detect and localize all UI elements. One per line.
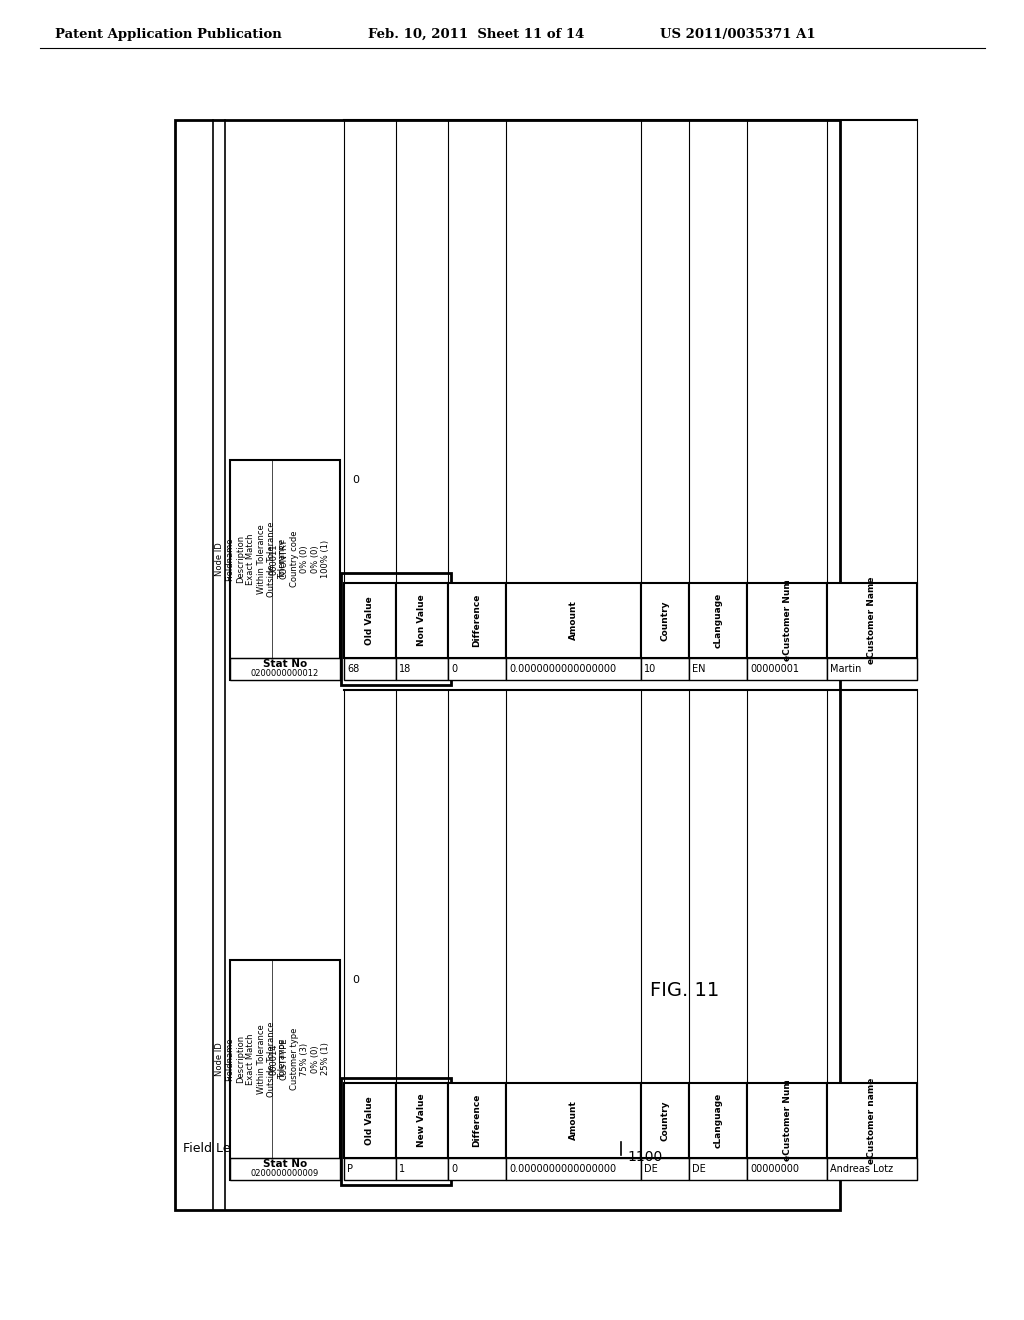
Bar bbox=[396, 1158, 449, 1180]
Text: Country: Country bbox=[660, 1101, 670, 1140]
Bar bbox=[641, 657, 689, 680]
Text: US 2011/0035371 A1: US 2011/0035371 A1 bbox=[660, 28, 816, 41]
Bar bbox=[506, 1082, 641, 1158]
Text: eCustomer Num: eCustomer Num bbox=[782, 579, 792, 661]
Text: eCustomer Name: eCustomer Name bbox=[867, 577, 877, 664]
Bar bbox=[827, 583, 918, 657]
Bar bbox=[449, 583, 506, 657]
Text: 000011
COUNTRY
Country code
0% (0)
0% (0)
100% (1): 000011 COUNTRY Country code 0% (0) 0% (0… bbox=[269, 531, 341, 587]
Bar bbox=[230, 657, 340, 680]
Text: Stat No: Stat No bbox=[263, 1159, 307, 1170]
Bar bbox=[341, 573, 451, 685]
Text: FIG. 11: FIG. 11 bbox=[650, 981, 720, 999]
Text: Node ID
Fieldname
Description
Exact Match
Within Tolerance
Outside Tolerance
Tol: Node ID Fieldname Description Exact Matc… bbox=[215, 521, 287, 597]
Text: P: P bbox=[347, 1164, 353, 1173]
Bar bbox=[827, 657, 918, 680]
Text: 0.0000000000000000: 0.0000000000000000 bbox=[509, 664, 616, 675]
Text: 68: 68 bbox=[347, 664, 359, 675]
Text: eCustomer Num: eCustomer Num bbox=[782, 1080, 792, 1162]
Bar bbox=[689, 583, 746, 657]
Text: DE: DE bbox=[692, 1164, 706, 1173]
Text: 00000000: 00000000 bbox=[750, 1164, 799, 1173]
Text: EN: EN bbox=[692, 664, 706, 675]
Text: DE: DE bbox=[644, 1164, 657, 1173]
Text: Amount: Amount bbox=[569, 1101, 578, 1140]
Text: Old Value: Old Value bbox=[366, 1096, 375, 1144]
Bar bbox=[230, 459, 340, 680]
Bar bbox=[641, 1158, 689, 1180]
Text: New Value: New Value bbox=[418, 1094, 427, 1147]
Text: Field Level Outside Tolerance: Field Level Outside Tolerance bbox=[183, 1142, 366, 1155]
Bar bbox=[689, 657, 746, 680]
Text: 0: 0 bbox=[451, 1164, 457, 1173]
Text: 0200000000012: 0200000000012 bbox=[251, 669, 319, 678]
Bar bbox=[506, 1158, 641, 1180]
Bar bbox=[344, 1158, 396, 1180]
Text: eCustomer name: eCustomer name bbox=[867, 1077, 877, 1164]
Text: 1: 1 bbox=[399, 1164, 406, 1173]
Bar bbox=[396, 583, 449, 657]
Text: Difference: Difference bbox=[472, 1094, 481, 1147]
Bar bbox=[746, 583, 827, 657]
Text: Amount: Amount bbox=[569, 601, 578, 640]
Bar bbox=[396, 1082, 449, 1158]
Text: 0: 0 bbox=[352, 475, 359, 484]
Bar bbox=[746, 1082, 827, 1158]
Text: Martin: Martin bbox=[830, 664, 861, 675]
Text: 10: 10 bbox=[644, 664, 656, 675]
Text: 1100: 1100 bbox=[627, 1150, 663, 1164]
Text: 00000001: 00000001 bbox=[750, 664, 799, 675]
Bar bbox=[344, 583, 396, 657]
Bar bbox=[506, 657, 641, 680]
Text: Country: Country bbox=[660, 601, 670, 640]
Text: Andreas Lotz: Andreas Lotz bbox=[830, 1164, 893, 1173]
Text: Stat No: Stat No bbox=[263, 659, 307, 669]
Bar bbox=[746, 657, 827, 680]
Text: 000014
CUSTTYPE
Customer type
75% (3)
0% (0)
25% (1): 000014 CUSTTYPE Customer type 75% (3) 0%… bbox=[269, 1028, 341, 1090]
Text: 0200000000009: 0200000000009 bbox=[251, 1170, 319, 1179]
Text: 18: 18 bbox=[399, 664, 412, 675]
Bar bbox=[341, 1078, 451, 1185]
Bar bbox=[449, 1082, 506, 1158]
Text: 0: 0 bbox=[352, 975, 359, 985]
Bar bbox=[827, 1158, 918, 1180]
Text: cLanguage: cLanguage bbox=[714, 1093, 723, 1148]
Text: Patent Application Publication: Patent Application Publication bbox=[55, 28, 282, 41]
Text: Old Value: Old Value bbox=[366, 597, 375, 645]
Bar bbox=[230, 960, 340, 1180]
Text: Feb. 10, 2011  Sheet 11 of 14: Feb. 10, 2011 Sheet 11 of 14 bbox=[368, 28, 585, 41]
Bar bbox=[641, 583, 689, 657]
Bar bbox=[746, 1158, 827, 1180]
Bar bbox=[827, 1082, 918, 1158]
Bar bbox=[689, 1158, 746, 1180]
Bar bbox=[506, 583, 641, 657]
Bar bbox=[689, 1082, 746, 1158]
Bar bbox=[344, 1082, 396, 1158]
Bar bbox=[641, 1082, 689, 1158]
Text: 0: 0 bbox=[451, 664, 457, 675]
Bar bbox=[344, 657, 396, 680]
Text: cLanguage: cLanguage bbox=[714, 593, 723, 648]
Text: Non Value: Non Value bbox=[418, 594, 427, 647]
Text: Node ID
Fieldname
Description
Exact Match
Within Tolerance
Outside Tolerance
Tol: Node ID Fieldname Description Exact Matc… bbox=[215, 1022, 287, 1097]
Bar bbox=[396, 657, 449, 680]
Text: 0.0000000000000000: 0.0000000000000000 bbox=[509, 1164, 616, 1173]
Bar bbox=[449, 1158, 506, 1180]
Bar bbox=[175, 120, 840, 1210]
Bar bbox=[449, 657, 506, 680]
Text: Difference: Difference bbox=[472, 594, 481, 647]
Bar bbox=[230, 1158, 340, 1180]
